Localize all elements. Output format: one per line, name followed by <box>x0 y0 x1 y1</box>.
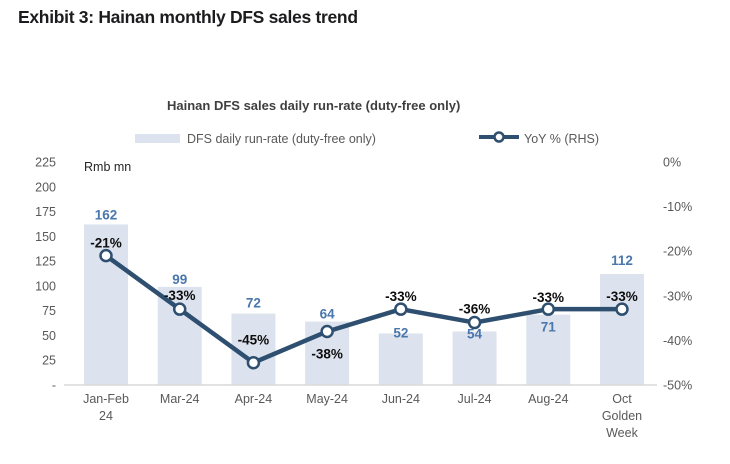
x-axis-label: Mar-24 <box>160 392 200 406</box>
legend-item-line-series: YoY % (RHS) <box>478 130 599 147</box>
bar-value-label: 112 <box>611 253 633 268</box>
x-axis-label: Oct <box>612 392 632 406</box>
right-axis-tick: 0% <box>663 156 681 170</box>
left-axis-tick: 50 <box>42 329 56 343</box>
bar-value-label: 64 <box>320 307 336 322</box>
yoy-pct-label: -38% <box>311 346 343 361</box>
bar-value-label: 71 <box>541 320 557 335</box>
chart-title: Hainan DFS sales daily run-rate (duty-fr… <box>167 98 461 113</box>
yoy-marker <box>615 302 629 316</box>
left-axis-tick: 25 <box>42 354 56 368</box>
yoy-marker <box>172 302 187 316</box>
yoy-pct-label: -33% <box>606 289 638 304</box>
legend-item-bar-series: DFS daily run-rate (duty-free only) <box>135 130 376 147</box>
legend-label-line-series: YoY % (RHS) <box>524 131 600 146</box>
left-axis-tick: 200 <box>35 180 56 194</box>
bar <box>599 273 644 385</box>
bar-value-label: 162 <box>95 207 118 222</box>
line-marker-icon <box>478 130 520 148</box>
bar-value-label: 54 <box>467 326 483 341</box>
yoy-line <box>104 253 622 365</box>
yoy-marker <box>541 302 556 316</box>
chart-canvas: 225 200 175 150 125 100 75 50 25 - 0% -10% -20% -30% -… <box>35 156 692 441</box>
right-axis-tick: -30% <box>663 289 692 303</box>
x-axis-label: Aug-24 <box>528 392 568 406</box>
yoy-marker <box>320 324 334 339</box>
left-axis-tick: 100 <box>35 279 56 293</box>
x-axis-label: Apr-24 <box>235 392 273 406</box>
x-axis-label: 24 <box>99 409 113 423</box>
right-axis-tick: -20% <box>663 245 692 259</box>
yoy-marker <box>467 315 482 330</box>
right-axis-tick: -40% <box>663 334 692 348</box>
bar <box>452 331 497 385</box>
yoy-marker <box>394 302 408 316</box>
yoy-pct-label: -21% <box>90 236 122 251</box>
yoy-pct-label: -33% <box>385 289 417 304</box>
x-axis-label: Golden <box>602 409 642 423</box>
yoy-pct-label: -33% <box>164 288 196 303</box>
right-axis-tick: -10% <box>663 200 692 214</box>
yoy-pct-label: -33% <box>533 290 565 305</box>
left-axis-tick: 125 <box>35 255 56 269</box>
x-axis-label: May-24 <box>306 392 348 406</box>
bar <box>526 314 571 385</box>
x-axis-label: Jan-Feb <box>83 392 129 406</box>
left-axis-tick: 75 <box>42 304 56 318</box>
unit-label: Rmb mn <box>84 160 131 174</box>
x-axis-label: Week <box>606 426 638 440</box>
right-axis-tick: -50% <box>663 379 692 393</box>
bar <box>378 333 423 385</box>
bar-value-label: 72 <box>246 296 261 311</box>
exhibit-title: Exhibit 3: Hainan monthly DFS sales tren… <box>18 7 358 27</box>
left-axis-tick: 150 <box>35 230 56 244</box>
left-axis-tick: 225 <box>35 156 56 170</box>
x-axis-label: Jul-24 <box>458 392 492 406</box>
yoy-pct-label: -36% <box>459 302 491 317</box>
bar-value-label: 52 <box>393 325 408 340</box>
yoy-marker <box>246 355 261 370</box>
legend-label-bar-series: DFS daily run-rate (duty-free only) <box>187 131 376 146</box>
yoy-marker <box>99 248 113 263</box>
left-axis-tick: - <box>52 379 56 393</box>
bar-value-label: 99 <box>172 272 187 287</box>
x-axis-label: Jun-24 <box>382 392 420 406</box>
left-axis-tick: 175 <box>35 205 56 219</box>
yoy-pct-label: -45% <box>238 333 270 348</box>
bar-series-swatch <box>135 134 180 143</box>
